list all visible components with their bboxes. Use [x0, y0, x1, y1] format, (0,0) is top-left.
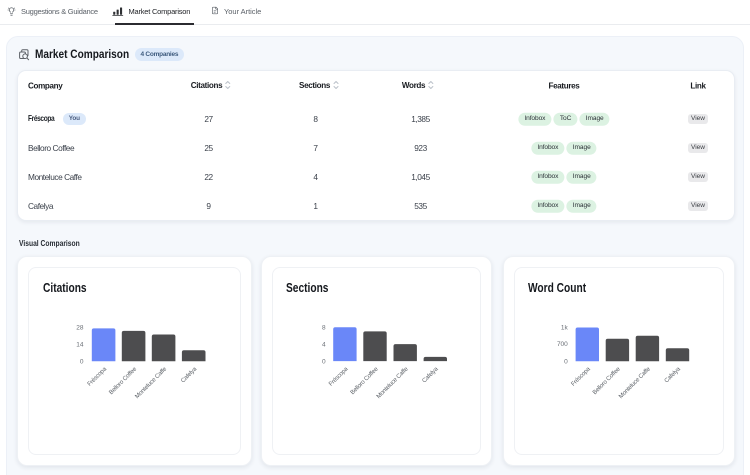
svg-text:Cafelya: Cafelya [180, 365, 199, 384]
svg-text:Cafelya: Cafelya [663, 365, 682, 384]
svg-text:0: 0 [564, 359, 568, 366]
svg-text:4: 4 [322, 341, 326, 348]
svg-text:700: 700 [557, 341, 568, 348]
svg-text:Monteluce Caffe: Monteluce Caffe [375, 365, 410, 400]
svg-text:0: 0 [322, 358, 326, 365]
svg-text:Cafelya: Cafelya [421, 365, 440, 384]
svg-text:8: 8 [322, 324, 326, 331]
svg-text:1k: 1k [561, 324, 569, 331]
svg-text:Belloro Coffee: Belloro Coffee [349, 365, 380, 396]
svg-text:Fréscopa: Fréscopa [570, 365, 592, 387]
svg-text:Monteluce Caffe: Monteluce Caffe [134, 365, 169, 400]
svg-text:Monteluce Caffe: Monteluce Caffe [617, 365, 652, 400]
svg-text:Fréscopa: Fréscopa [86, 365, 108, 387]
svg-text:0: 0 [80, 359, 84, 366]
svg-text:Belloro Coffee: Belloro Coffee [591, 365, 622, 396]
svg-text:28: 28 [76, 325, 84, 332]
svg-text:Belloro Coffee: Belloro Coffee [108, 365, 139, 396]
svg-text:Fréscopa: Fréscopa [328, 365, 350, 387]
svg-text:14: 14 [76, 342, 84, 349]
